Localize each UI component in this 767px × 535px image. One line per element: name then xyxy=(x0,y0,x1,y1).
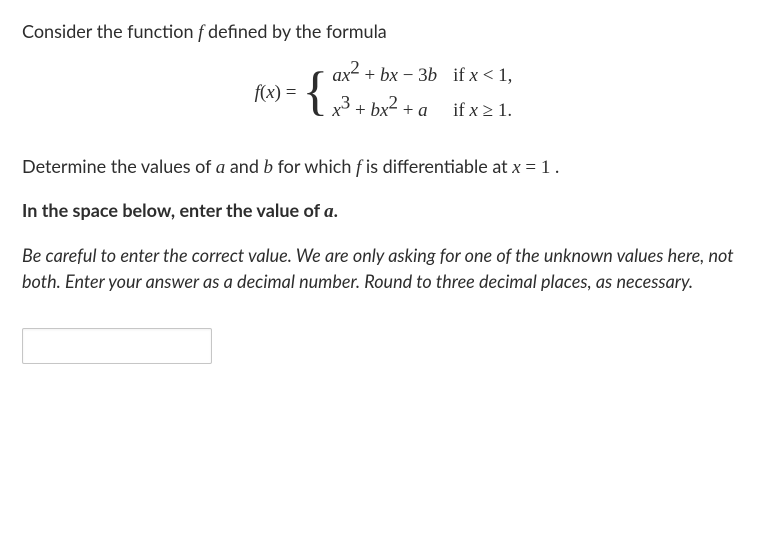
c1-x2: x xyxy=(390,65,398,86)
bold-instruction: In the space below, enter the value of a… xyxy=(22,197,745,226)
c1-b: b xyxy=(380,65,390,86)
c2-sq: 2 xyxy=(388,92,398,113)
c1-b2: b xyxy=(428,65,438,86)
answer-input[interactable] xyxy=(22,328,212,364)
intro-line: Consider the function f defined by the f… xyxy=(22,18,745,47)
c1-x: x xyxy=(470,65,478,86)
bold-suffix: . xyxy=(334,199,338,221)
determine-line: Determine the values of a and b for whic… xyxy=(22,153,745,182)
c1-plus: + xyxy=(360,65,380,86)
c1-minus: − 3 xyxy=(398,65,428,86)
bold-a: a xyxy=(324,201,334,222)
case1-expr: ax2 + bx − 3b xyxy=(332,61,437,90)
lhs-close: ) = xyxy=(275,82,297,103)
det-period: . xyxy=(550,155,559,177)
det-mid3: is differentiable at xyxy=(361,155,512,177)
brace-icon: { xyxy=(302,67,328,116)
det-eq: = 1 xyxy=(521,157,551,178)
c2-x: x xyxy=(470,100,478,121)
c2-cube: 3 xyxy=(341,92,351,113)
c2-plus2: + xyxy=(398,100,418,121)
case2-cond: if x ≥ 1. xyxy=(453,96,512,125)
det-b: b xyxy=(264,157,274,178)
c1-a: a xyxy=(332,65,342,86)
case2-expr: x3 + bx2 + a xyxy=(332,96,437,125)
bold-prefix: In the space below, enter the value of xyxy=(22,199,324,221)
intro-suffix: defined by the formula xyxy=(208,20,387,42)
det-a: a xyxy=(216,157,226,178)
c2-rel: ≥ 1. xyxy=(478,100,512,121)
c2-plus: + xyxy=(350,100,370,121)
intro-fn-symbol: f xyxy=(198,22,203,43)
det-mid2: for which xyxy=(273,155,356,177)
det-mid1: and xyxy=(225,155,263,177)
det-prefix: Determine the values of xyxy=(22,155,216,177)
c1-rel: < 1, xyxy=(478,65,512,86)
det-x: x xyxy=(512,157,520,178)
formula-block: f(x) = { ax2 + bx − 3b if x < 1, x3 + bx… xyxy=(22,61,745,125)
lhs-x: x xyxy=(266,82,274,103)
formula-lhs: f(x) = xyxy=(255,78,297,107)
c1-if: if xyxy=(453,65,469,86)
case1-cond: if x < 1, xyxy=(453,61,512,90)
c2-a: a xyxy=(418,100,428,121)
c2-if: if xyxy=(453,100,469,121)
intro-prefix: Consider the function xyxy=(22,20,198,42)
c2-x1: x xyxy=(332,100,340,121)
c1-sq: 2 xyxy=(350,57,360,78)
c2-b: b xyxy=(371,100,381,121)
caution-text: Be careful to enter the correct value. W… xyxy=(22,242,745,294)
cases-grid: ax2 + bx − 3b if x < 1, x3 + bx2 + a if … xyxy=(332,61,512,125)
